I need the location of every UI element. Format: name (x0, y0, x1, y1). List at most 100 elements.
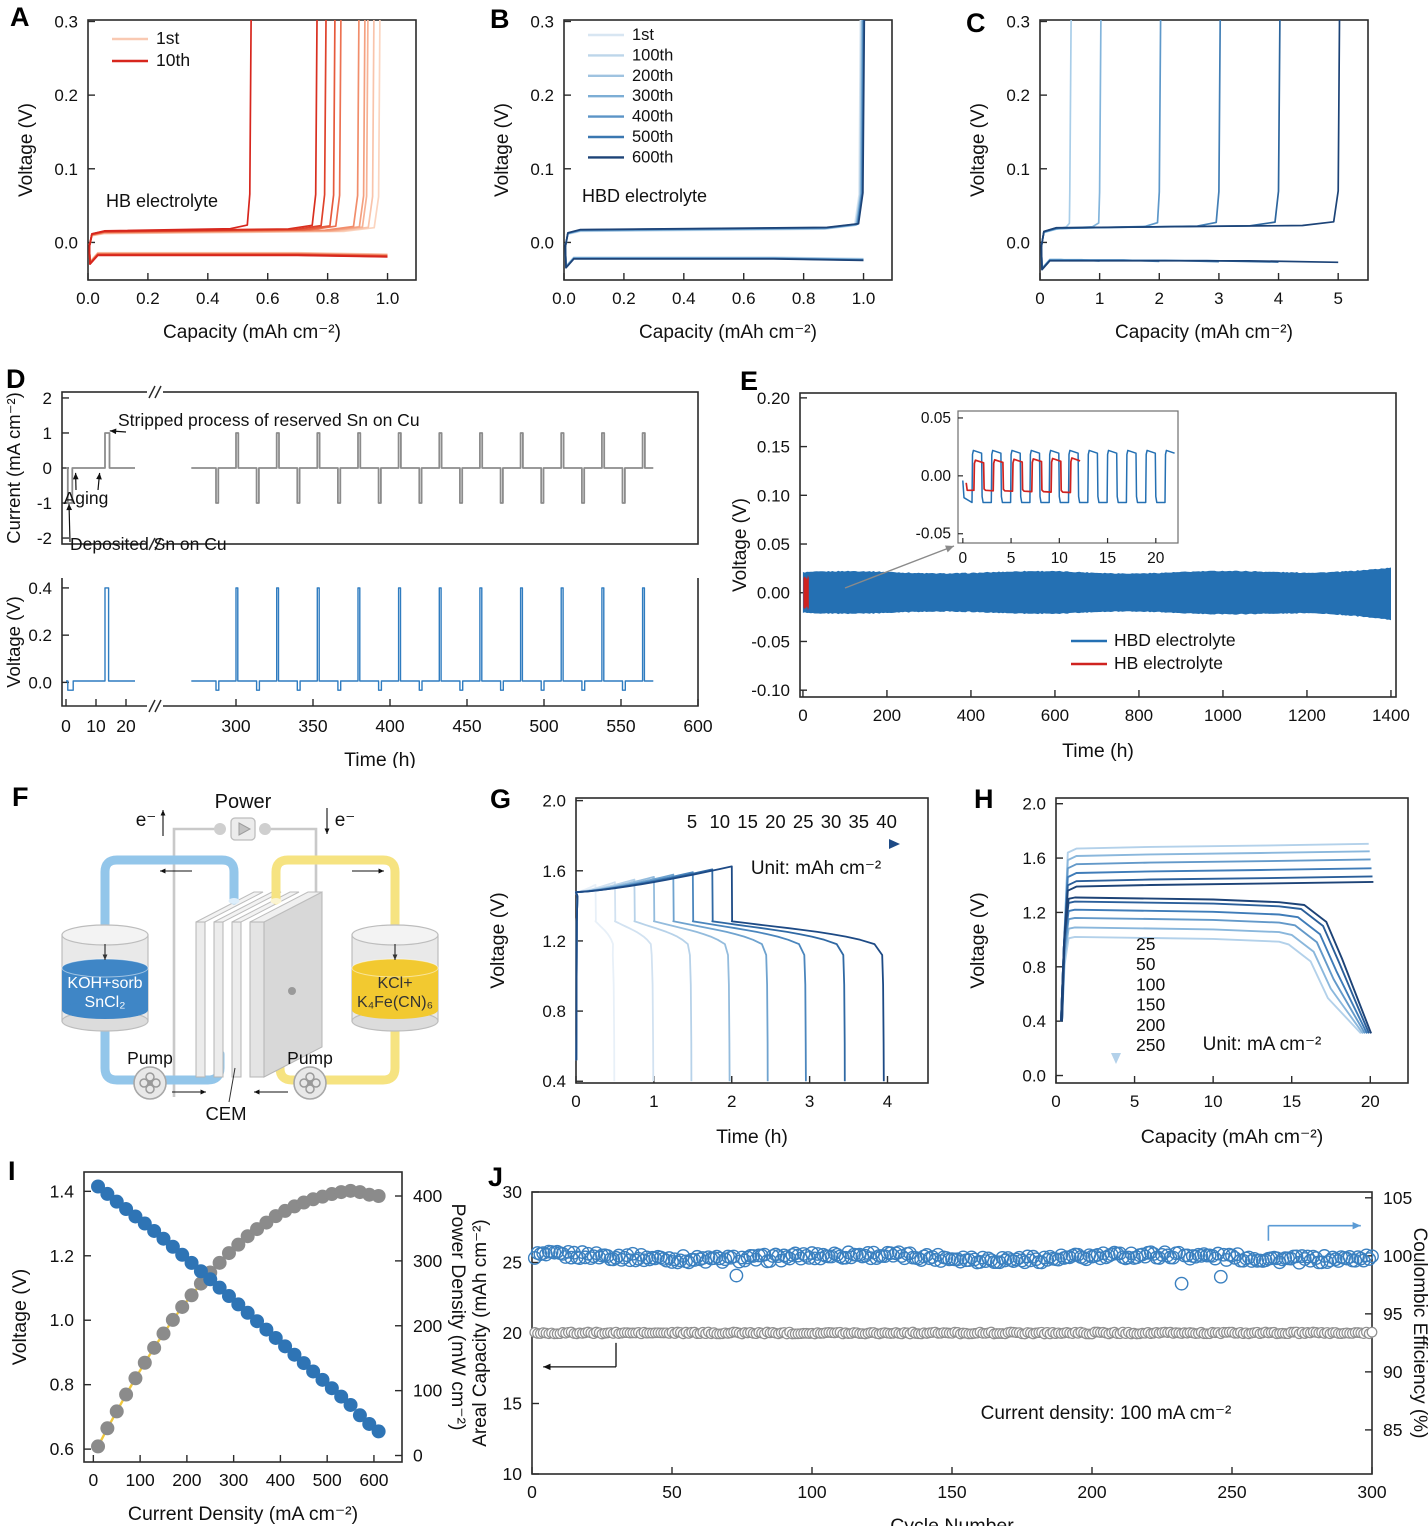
svg-text:10: 10 (86, 716, 106, 736)
svg-text:1.2: 1.2 (50, 1246, 74, 1266)
svg-text:1000: 1000 (1204, 706, 1242, 725)
panel-label-e: E (740, 366, 759, 396)
svg-text:Voltage (V): Voltage (V) (492, 103, 513, 197)
svg-text:Power Density (mW cm⁻²): Power Density (mW cm⁻²) (447, 1204, 469, 1431)
voltage-series (91, 1179, 386, 1439)
panel-h: H 0 5 10 15 20 0.0 0.4 0.8 1.2 1.6 2.0 Capacity (mA… (950, 772, 1428, 1156)
svg-text:1200: 1200 (1288, 706, 1326, 725)
svg-text:500: 500 (313, 1470, 342, 1490)
svg-text:KOH+sorb: KOH+sorb (67, 975, 142, 992)
chart-a-voltage-capacity-hb: 0.0 0.2 0.4 0.6 0.8 1.0 0.0 0.1 0.2 0.3 Capacity (… (16, 12, 417, 343)
svg-text:Capacity (mAh cm⁻²): Capacity (mAh cm⁻²) (1141, 1126, 1324, 1148)
svg-text:Voltage (V): Voltage (V) (3, 596, 24, 688)
svg-text:30: 30 (503, 1182, 523, 1202)
svg-text:5: 5 (1333, 289, 1342, 308)
svg-text:0: 0 (413, 1446, 423, 1466)
svg-text:50: 50 (662, 1482, 682, 1502)
svg-text:35: 35 (849, 811, 870, 832)
electrolyte-label: HBD electrolyte (582, 186, 707, 206)
svg-text:0.05: 0.05 (757, 535, 790, 554)
svg-text:Voltage (V): Voltage (V) (730, 498, 751, 592)
svg-text:0.2: 0.2 (136, 289, 160, 308)
svg-text:450: 450 (452, 716, 481, 736)
axes: 0 5 10 15 20 0.0 0.4 0.8 1.2 1.6 2.0 Capacity (mAh … (967, 795, 1409, 1148)
power-series (91, 1183, 386, 1454)
svg-text:0.3: 0.3 (530, 12, 554, 31)
svg-text:Current Density (mA cm⁻²): Current Density (mA cm⁻²) (128, 1503, 358, 1525)
svg-text:20: 20 (116, 716, 136, 736)
svg-text:0.0: 0.0 (1022, 1067, 1046, 1086)
svg-text:Stripped process of reserved S: Stripped process of reserved Sn on Cu (118, 410, 420, 430)
svg-text:20: 20 (765, 811, 786, 832)
panel-label-i: I (8, 1156, 16, 1186)
svg-text:2.0: 2.0 (542, 792, 566, 811)
svg-text:40: 40 (876, 811, 897, 832)
efficiency-series (527, 1244, 1379, 1291)
svg-text:Time (h): Time (h) (1062, 740, 1134, 762)
panel-label-h: H (974, 784, 994, 814)
chart-j-cycling-stability: 0 50 100 150 200 250 300 10 15 20 25 30 85 90 95 100 105… (470, 1182, 1428, 1526)
power-source: Power (214, 791, 272, 841)
svg-text:90: 90 (1383, 1362, 1403, 1382)
svg-text:50: 50 (1136, 954, 1156, 974)
svg-text:0.8: 0.8 (542, 1002, 566, 1021)
svg-text:15: 15 (503, 1394, 522, 1414)
svg-text:0.1: 0.1 (54, 160, 78, 179)
tank-anolyte: KOH+sorb SnCl₂ (61, 924, 149, 1032)
panel-label-j: J (488, 1162, 504, 1192)
series-curves (575, 865, 885, 1082)
axes: 0 50 100 150 200 250 300 10 15 20 25 30 85 90 95 100 105… (470, 1182, 1428, 1526)
series-curves (1060, 842, 1374, 1035)
svg-text:0.4: 0.4 (672, 289, 696, 308)
series-curves (1040, 19, 1341, 271)
panel-label-f: F (12, 782, 29, 812)
svg-text:10th: 10th (156, 50, 190, 70)
svg-text:HB electrolyte: HB electrolyte (1114, 653, 1223, 673)
panel-e: E 0 200 400 600 800 1000 1200 1400 -0.10 -0.05 0.0… (728, 352, 1428, 768)
axes: 0 100 200 300 400 500 600 0.6 0.8 1.0 1.2 1.4 0 100 20… (9, 1171, 469, 1525)
svg-text:15: 15 (737, 811, 758, 832)
svg-text:0: 0 (527, 1482, 537, 1502)
svg-text:0.0: 0.0 (1006, 233, 1030, 252)
svg-text:Unit: mA cm⁻²: Unit: mA cm⁻² (1203, 1034, 1322, 1055)
svg-text:Pump: Pump (127, 1048, 173, 1068)
svg-text:0.8: 0.8 (50, 1375, 74, 1395)
chart-e-long-cycling: 0 200 400 600 800 1000 1200 1400-0.10-0.050.000… (730, 389, 1410, 762)
svg-text:0.0: 0.0 (552, 289, 576, 308)
svg-text:2: 2 (1155, 289, 1164, 308)
axes: 0.0 0.2 0.4 0.6 0.8 1.0 0.0 0.1 0.2 0.3 Capacity (… (16, 12, 417, 343)
svg-text:20: 20 (503, 1323, 523, 1343)
svg-text:10: 10 (710, 811, 731, 832)
svg-text:300th: 300th (632, 87, 673, 105)
svg-text:Voltage (V): Voltage (V) (968, 103, 989, 197)
svg-text:400: 400 (266, 1470, 295, 1490)
legend: 1st 100th 200th 300th 400th 500th 600th (588, 26, 673, 166)
svg-text:105: 105 (1383, 1188, 1412, 1208)
cell-stack (195, 891, 323, 1078)
svg-text:0: 0 (88, 1470, 98, 1490)
svg-text:3: 3 (1214, 289, 1223, 308)
electrolyte-label: HB electrolyte (106, 191, 218, 211)
svg-text:0.8: 0.8 (316, 289, 340, 308)
svg-text:4: 4 (883, 1092, 892, 1111)
svg-text:0.6: 0.6 (732, 289, 756, 308)
svg-text:400th: 400th (632, 108, 673, 126)
svg-text:Power: Power (215, 791, 272, 813)
svg-text:600: 600 (359, 1470, 388, 1490)
svg-text:5: 5 (1007, 550, 1016, 567)
svg-text:20: 20 (1361, 1092, 1380, 1111)
svg-text:HB electrolyte: HB electrolyte (106, 191, 218, 211)
svg-text:350: 350 (298, 716, 327, 736)
svg-text:1.6: 1.6 (1022, 849, 1046, 868)
svg-text:0.0: 0.0 (76, 289, 100, 308)
svg-text:1400: 1400 (1372, 706, 1410, 725)
svg-text:0.20: 0.20 (757, 389, 790, 408)
svg-text:HBD electrolyte: HBD electrolyte (582, 186, 707, 206)
svg-text:HBD electrolyte: HBD electrolyte (1114, 630, 1236, 650)
svg-text:e⁻: e⁻ (136, 810, 157, 831)
svg-text:500: 500 (529, 716, 558, 736)
svg-text:Areal Capacity (mAh cm⁻²): Areal Capacity (mAh cm⁻²) (470, 1219, 491, 1447)
axes: 0 1 2 3 4 5 0.0 0.1 0.2 0.3 Capacity (mAh cm⁻²) Vol… (968, 12, 1369, 343)
